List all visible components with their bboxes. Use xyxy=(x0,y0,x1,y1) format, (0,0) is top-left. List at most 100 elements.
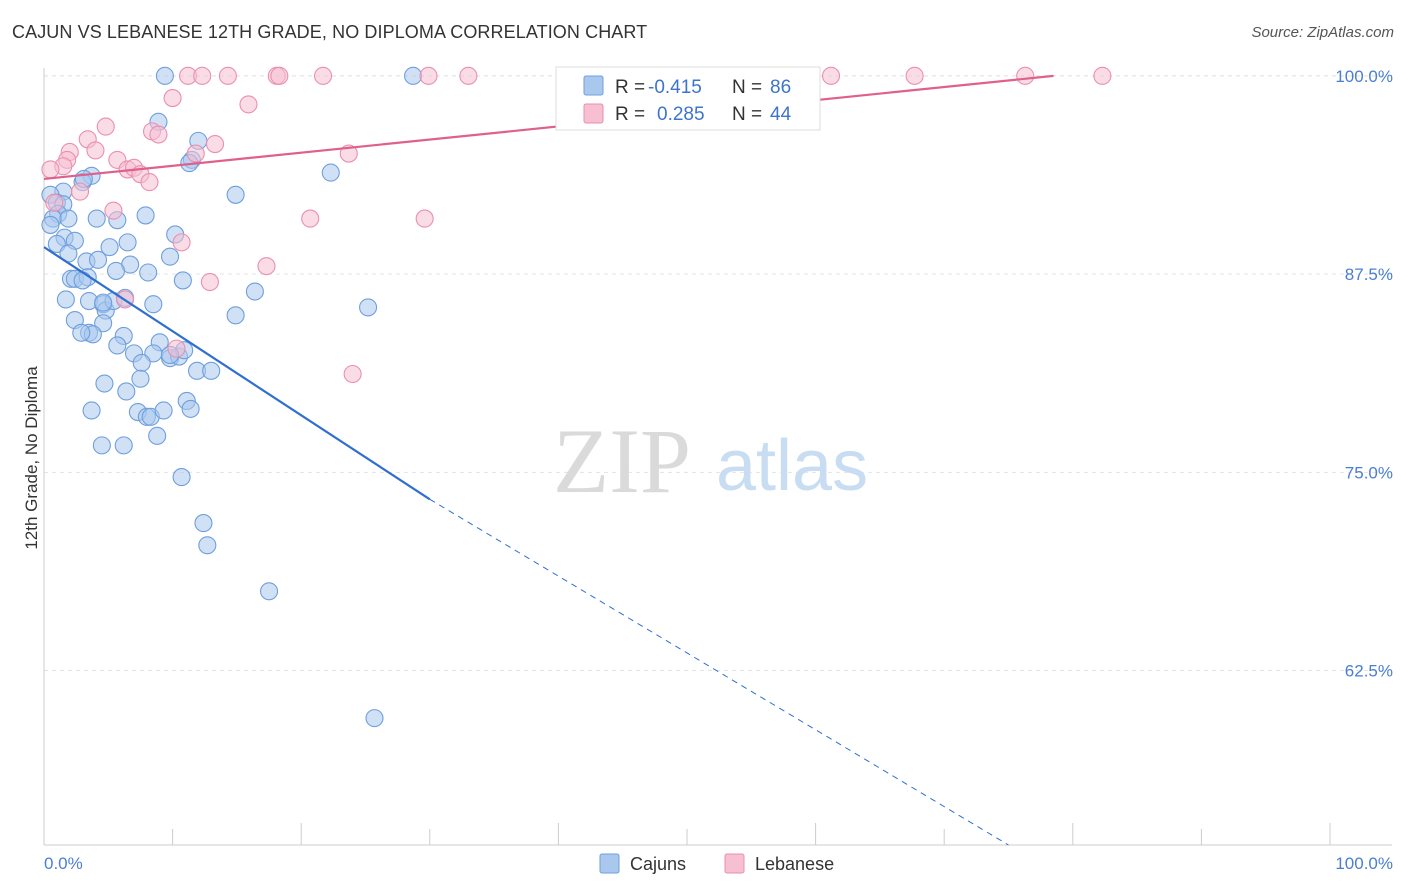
cajuns-point xyxy=(321,163,340,182)
cajuns-point xyxy=(259,582,279,601)
cajuns-point xyxy=(94,314,113,333)
cajuns-point xyxy=(108,336,127,355)
cajuns-trend-line xyxy=(43,246,431,501)
cajuns-point xyxy=(117,382,136,401)
chart-title: CAJUN VS LEBANESE 12TH GRADE, NO DIPLOMA… xyxy=(12,22,648,42)
cajuns-point xyxy=(118,233,137,252)
cajuns-point xyxy=(154,401,173,420)
lebanese-point xyxy=(86,141,105,160)
bottom-legend-swatch-cajuns xyxy=(599,853,620,874)
cajuns-point xyxy=(88,250,108,269)
cajuns-point xyxy=(136,206,155,225)
lebanese-point xyxy=(459,66,478,85)
lebanese-point xyxy=(905,66,924,85)
lebanese-point xyxy=(821,66,841,85)
bottom-legend-label-lebanese: Lebanese xyxy=(755,854,834,874)
bottom-legend-label-cajuns: Cajuns xyxy=(630,854,686,874)
lebanese-point xyxy=(193,66,212,85)
lebanese-point xyxy=(140,173,159,192)
lebanese-point xyxy=(200,272,219,292)
cajuns-point xyxy=(82,401,101,420)
cajuns-point xyxy=(92,436,111,455)
y-tick-label: 100.0% xyxy=(1335,67,1393,86)
cajuns-point xyxy=(41,215,60,234)
lebanese-point xyxy=(41,160,60,179)
watermark-zip: ZIP xyxy=(553,410,691,512)
legend-r-label-lebanese: R = xyxy=(615,104,645,125)
legend-n-value-cajuns: 86 xyxy=(770,77,791,98)
cajuns-point xyxy=(72,323,91,342)
lebanese-point xyxy=(149,125,168,144)
cajuns-point xyxy=(56,290,75,309)
cajuns-point xyxy=(144,295,163,314)
legend-swatch-lebanese xyxy=(583,103,604,124)
cajuns-point xyxy=(95,374,114,393)
cajuns-point xyxy=(73,271,92,290)
cajuns-point xyxy=(139,263,158,282)
legend-r-value-lebanese: 0.285 xyxy=(657,104,705,125)
cajuns-point xyxy=(404,66,423,85)
watermark-atlas: atlas xyxy=(716,426,868,506)
x-tick-label: 0.0% xyxy=(44,854,83,873)
cajuns-point xyxy=(131,369,150,388)
lebanese-point xyxy=(1093,66,1112,85)
lebanese-point xyxy=(172,233,191,252)
lebanese-point xyxy=(314,66,333,85)
cajuns-point xyxy=(87,209,106,228)
cajuns-point xyxy=(155,66,174,85)
lebanese-point xyxy=(45,193,64,212)
cajuns-point xyxy=(365,709,384,728)
legend-n-label-lebanese: N = xyxy=(732,104,762,125)
cajuns-trend-extension xyxy=(429,498,1009,846)
cajuns-point xyxy=(173,271,192,290)
lebanese-point xyxy=(70,182,90,201)
cajuns-point xyxy=(202,361,221,380)
cajuns-point xyxy=(106,261,126,280)
data-points xyxy=(41,66,1112,728)
lebanese-point xyxy=(1016,66,1035,85)
cajuns-point xyxy=(226,306,245,325)
legend-n-label-cajuns: N = xyxy=(732,77,762,98)
source-label: Source: ZipAtlas.com xyxy=(1251,24,1394,41)
lebanese-point xyxy=(415,209,434,228)
bottom-legend-swatch-lebanese xyxy=(724,853,745,874)
cajuns-point xyxy=(132,353,151,372)
lebanese-point xyxy=(96,117,115,136)
lebanese-point xyxy=(205,135,225,154)
cajuns-point xyxy=(59,209,78,228)
x-tick-label: 100.0% xyxy=(1335,854,1393,873)
legend-swatch-cajuns xyxy=(583,75,604,96)
cajuns-point xyxy=(359,298,378,317)
lebanese-point xyxy=(167,339,186,358)
lebanese-point xyxy=(239,95,258,114)
lebanese-point xyxy=(218,66,237,85)
legend-r-value-cajuns: -0.415 xyxy=(648,77,702,98)
legend: R = -0.415 N = 86 R = 0.285 N = 44 xyxy=(555,66,821,131)
lebanese-trend-line xyxy=(43,74,1054,181)
lebanese-point xyxy=(270,66,289,85)
tick-labels: 62.5% 75.0% 87.5% 100.0% 0.0% 100.0% xyxy=(44,67,1393,873)
cajuns-point xyxy=(100,238,119,257)
y-tick-label: 75.0% xyxy=(1345,463,1393,482)
lebanese-point xyxy=(104,201,123,220)
lebanese-point xyxy=(301,209,320,228)
cajuns-point xyxy=(94,293,113,312)
watermark: ZIP atlas xyxy=(553,410,868,512)
cajuns-point xyxy=(181,399,200,418)
cajuns-point xyxy=(114,436,133,455)
y-tick-label: 62.5% xyxy=(1345,662,1393,681)
legend-n-value-lebanese: 44 xyxy=(770,104,792,125)
cajuns-point xyxy=(198,536,217,555)
lebanese-point xyxy=(343,364,362,384)
cajuns-point xyxy=(160,247,180,266)
cajuns-point xyxy=(226,185,245,204)
lebanese-point xyxy=(186,144,205,163)
cajuns-point xyxy=(194,514,213,533)
y-tick-label: 87.5% xyxy=(1345,265,1393,284)
cajuns-point xyxy=(245,282,264,301)
gridlines xyxy=(44,75,1392,672)
lebanese-point xyxy=(163,89,182,108)
cajuns-point xyxy=(148,426,167,445)
cajuns-point xyxy=(172,468,191,487)
